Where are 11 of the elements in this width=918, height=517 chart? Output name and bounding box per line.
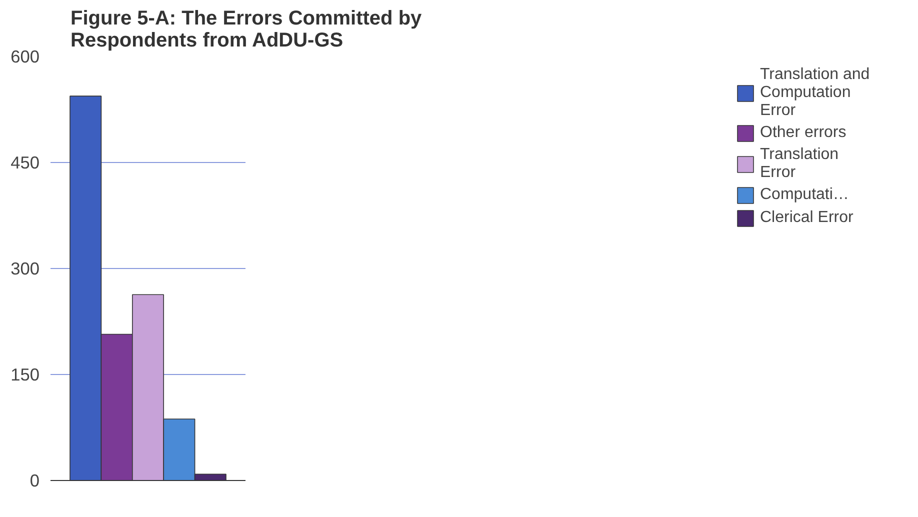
chart-title: Figure 5-A: The Errors Committed by Respondents from AdDU-GS xyxy=(70,8,423,52)
y-tick-label: 600 xyxy=(10,46,40,66)
y-tick-label: 300 xyxy=(10,258,40,278)
legend-label: Other errors xyxy=(760,124,848,142)
legend-label: Computati… xyxy=(760,186,850,204)
legend-label: Translation and Computation Error xyxy=(760,66,871,120)
legend-label: Translation Error xyxy=(760,146,840,182)
y-tick-label: 0 xyxy=(30,470,40,490)
y-tick-label: 150 xyxy=(10,364,40,384)
y-tick-label: 450 xyxy=(10,152,40,172)
legend-label: Clerical Error xyxy=(760,209,854,227)
